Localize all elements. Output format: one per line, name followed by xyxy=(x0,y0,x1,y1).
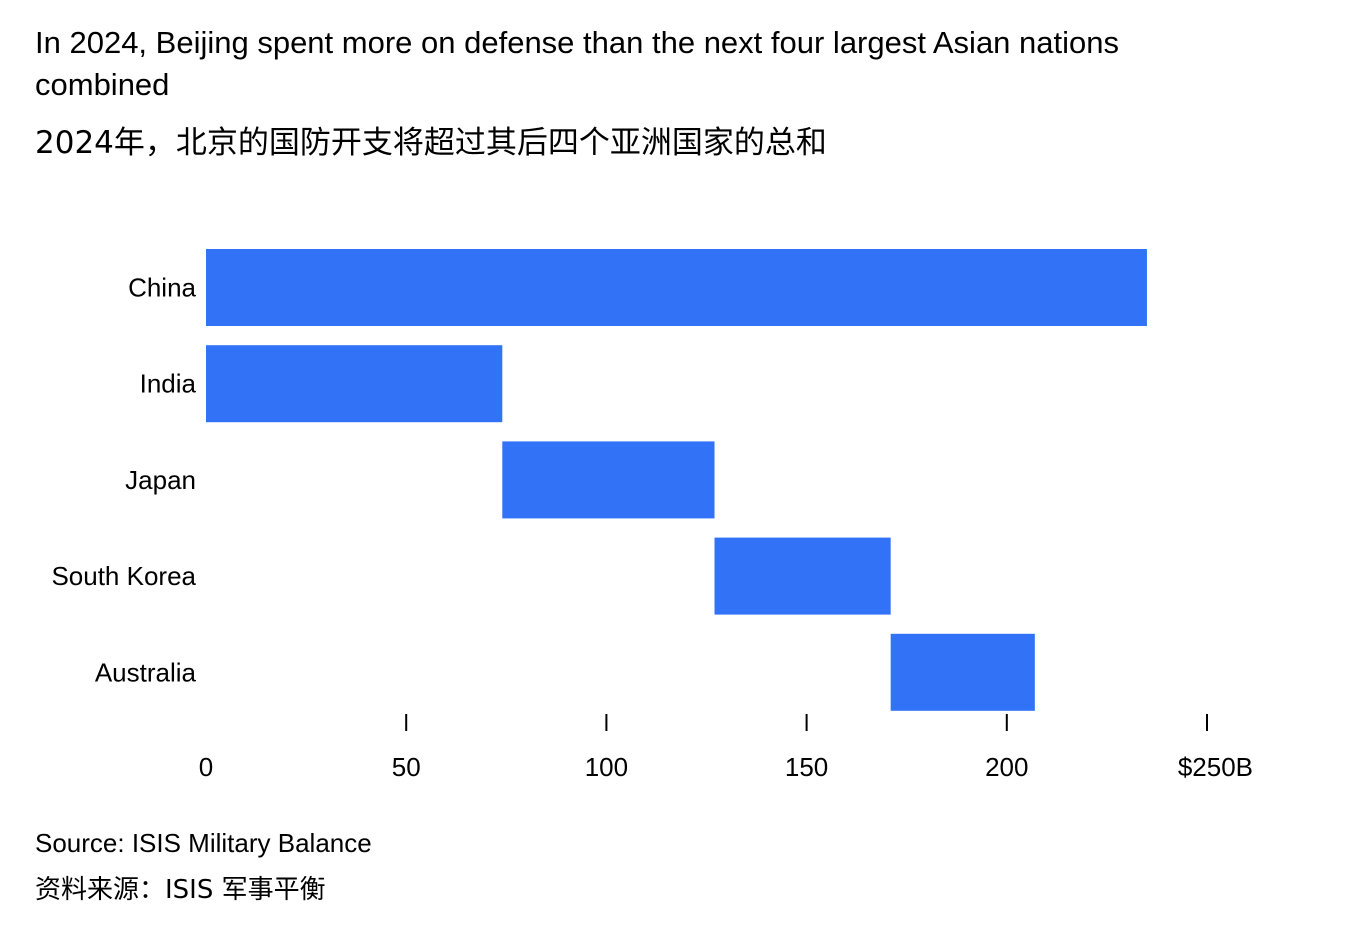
category-label: South Korea xyxy=(51,561,196,591)
category-label: India xyxy=(140,369,197,399)
x-tick-label: 0 xyxy=(199,752,213,782)
chart-subtitle-zh: 2024年，北京的国防开支将超过其后四个亚洲国家的总和 xyxy=(35,125,827,161)
chart-title: In 2024, Beijing spent more on defense t… xyxy=(35,25,1120,102)
bar-japan xyxy=(502,441,715,519)
x-tick-label: 200 xyxy=(985,752,1028,782)
bars-group xyxy=(206,249,1147,711)
category-label: China xyxy=(128,273,196,303)
source-note: Source: ISIS Military Balance xyxy=(35,828,372,858)
source-note-zh: 资料来源：ISIS 军事平衡 xyxy=(35,875,326,905)
x-tick-label: 150 xyxy=(785,752,828,782)
bar-south-korea xyxy=(714,537,891,615)
x-tick-label: 100 xyxy=(585,752,628,782)
bar-australia xyxy=(890,633,1035,711)
category-labels-group: China India Japan South Korea Australia xyxy=(51,273,196,688)
bar-china xyxy=(206,249,1147,326)
bar-chart: China India Japan South Korea Australia 0 50 1… xyxy=(51,249,1253,782)
axis-ticks-group xyxy=(405,714,1208,731)
x-tick-label: 50 xyxy=(392,752,421,782)
category-label: Australia xyxy=(95,657,197,687)
tick-labels-group: 0 50 100 150 200 $250B xyxy=(199,752,1253,782)
x-tick-label: $250B xyxy=(1178,752,1253,782)
bar-india xyxy=(206,345,503,423)
category-label: Japan xyxy=(125,465,196,495)
